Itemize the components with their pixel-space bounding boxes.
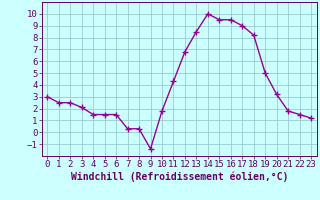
X-axis label: Windchill (Refroidissement éolien,°C): Windchill (Refroidissement éolien,°C) xyxy=(70,172,288,182)
